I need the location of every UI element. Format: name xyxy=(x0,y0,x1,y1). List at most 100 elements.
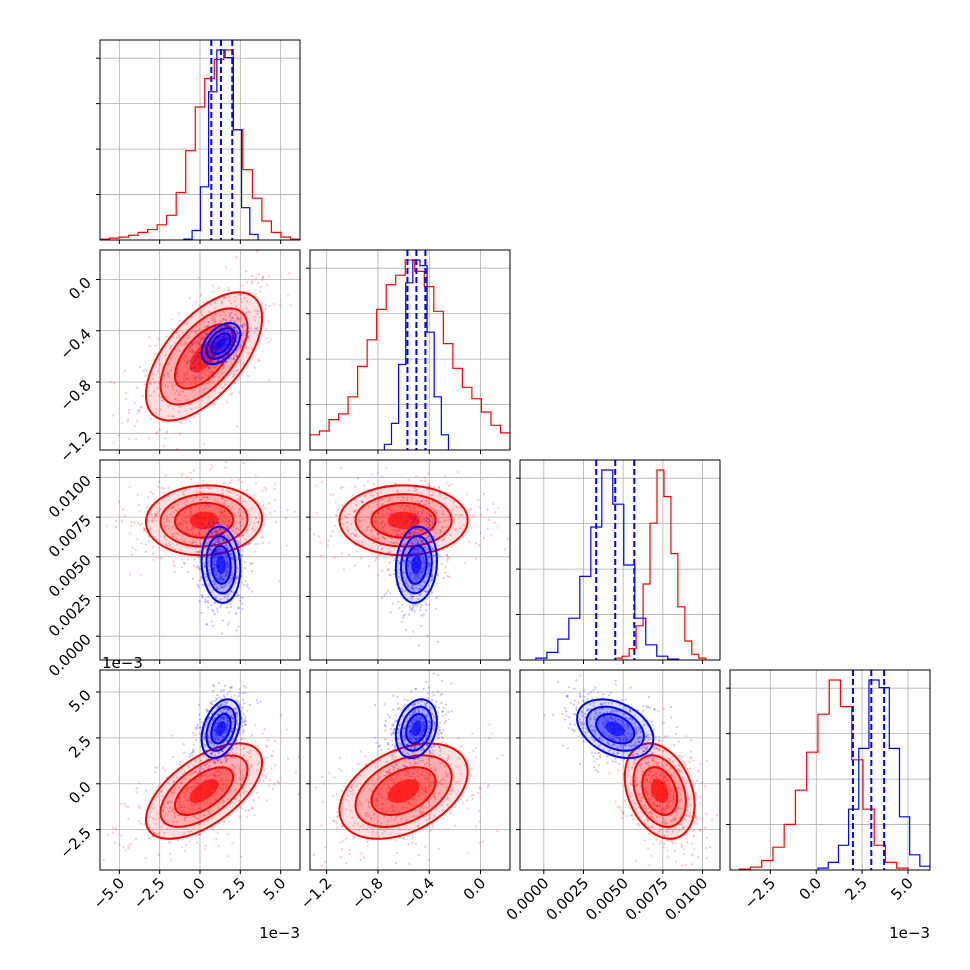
sample-point xyxy=(217,774,220,777)
sample-point xyxy=(204,844,207,847)
sample-point xyxy=(167,507,171,510)
sample-point xyxy=(208,572,212,575)
sample-point xyxy=(417,522,420,525)
sample-point xyxy=(419,587,422,590)
sample-point xyxy=(416,512,419,515)
sample-point xyxy=(211,354,215,357)
sample-point xyxy=(213,613,216,616)
sample-point xyxy=(443,765,446,768)
sample-point xyxy=(381,797,384,800)
sample-point xyxy=(414,509,417,513)
sample-point xyxy=(409,535,412,538)
sample-point xyxy=(397,822,400,825)
sample-point xyxy=(355,785,358,788)
sample-point xyxy=(422,518,425,521)
tick-group xyxy=(306,250,510,454)
sample-point xyxy=(171,507,174,510)
sample-point xyxy=(244,538,248,541)
sample-point xyxy=(206,599,209,602)
sample-point xyxy=(225,728,228,731)
sample-point xyxy=(235,611,238,614)
sample-point xyxy=(198,713,201,717)
sample-point xyxy=(138,782,141,785)
sample-point xyxy=(220,745,223,748)
sample-point xyxy=(444,719,447,723)
sample-point xyxy=(227,515,230,518)
sample-point xyxy=(152,545,155,548)
sample-point xyxy=(364,755,367,758)
sample-point xyxy=(479,796,482,799)
sample-point xyxy=(358,520,361,523)
sample-point xyxy=(215,707,218,710)
sample-point xyxy=(219,523,222,526)
sample-point xyxy=(413,577,416,580)
sample-point xyxy=(214,728,217,732)
sample-point xyxy=(374,765,377,768)
sample-point xyxy=(167,414,170,417)
sample-point xyxy=(448,792,452,795)
sample-point xyxy=(419,570,423,573)
sample-point xyxy=(175,373,179,376)
sample-point xyxy=(183,379,186,383)
sample-point xyxy=(398,568,401,571)
sample-point xyxy=(223,695,226,698)
sample-point xyxy=(428,758,431,761)
sample-point xyxy=(443,779,446,782)
sample-point xyxy=(154,771,157,774)
sample-point xyxy=(143,528,146,531)
sample-point xyxy=(240,345,243,348)
sample-point xyxy=(192,374,195,377)
sample-point xyxy=(157,817,161,820)
sample-point xyxy=(240,828,243,831)
sample-point xyxy=(371,535,374,538)
sample-point xyxy=(406,504,409,507)
sample-point xyxy=(179,433,182,436)
sample-point xyxy=(208,505,211,508)
sample-point xyxy=(218,532,222,535)
sample-point xyxy=(206,758,209,761)
sample-point xyxy=(220,715,223,719)
sample-point xyxy=(238,691,241,694)
sample-point xyxy=(234,766,237,769)
sample-point xyxy=(229,490,232,493)
sample-point xyxy=(179,549,183,552)
sample-point xyxy=(431,519,434,522)
sample-point xyxy=(217,360,220,363)
sample-point xyxy=(171,384,175,387)
sample-point xyxy=(345,798,348,801)
sample-point xyxy=(192,743,195,746)
sample-point xyxy=(179,800,182,803)
sample-point xyxy=(369,816,373,820)
sample-point xyxy=(437,706,440,709)
sample-point xyxy=(423,797,426,800)
sample-point xyxy=(387,771,390,774)
sample-point xyxy=(235,699,238,702)
sample-point xyxy=(192,814,196,818)
sample-point xyxy=(413,520,416,523)
panel-content xyxy=(100,40,300,240)
sample-point xyxy=(420,540,423,543)
sample-point xyxy=(245,544,248,547)
sample-point xyxy=(479,531,482,535)
sample-point xyxy=(213,733,217,736)
sample-point xyxy=(232,327,235,330)
sample-point xyxy=(432,528,435,532)
sample-point xyxy=(195,355,198,358)
sample-point xyxy=(267,502,270,505)
sample-point xyxy=(419,736,422,739)
sample-point xyxy=(428,603,431,606)
sample-point xyxy=(402,806,405,809)
sample-point xyxy=(230,716,233,720)
sample-point xyxy=(197,756,200,759)
sample-point xyxy=(413,513,417,516)
sample-point xyxy=(223,509,227,512)
sample-point xyxy=(275,520,278,523)
sample-point xyxy=(477,499,480,502)
sample-point xyxy=(169,347,172,350)
sample-point xyxy=(338,841,341,844)
sample-point xyxy=(365,827,368,831)
sample-point xyxy=(204,769,207,772)
sample-point xyxy=(256,309,259,313)
sample-point xyxy=(127,437,131,440)
sample-point xyxy=(230,714,234,718)
